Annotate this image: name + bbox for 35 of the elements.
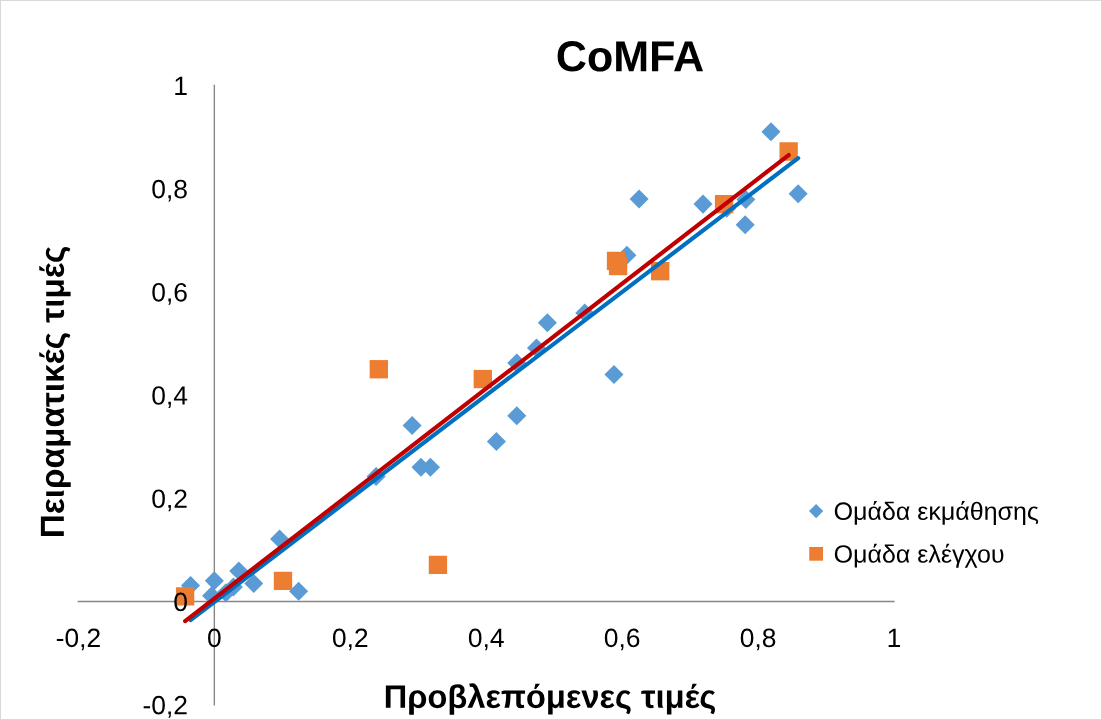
y-tick-label: 0,6	[152, 282, 187, 305]
y-tick-label: 0,2	[152, 489, 187, 512]
point	[369, 360, 388, 379]
x-tick-label: 0,8	[740, 628, 776, 651]
point	[428, 555, 448, 575]
point	[788, 184, 808, 204]
point	[608, 256, 628, 276]
x-tick-label: 0,2	[332, 628, 368, 651]
point	[289, 581, 309, 601]
point	[761, 122, 781, 142]
point	[735, 215, 755, 235]
x-tick-label: 0,6	[604, 628, 640, 651]
y-tick-label: 0,4	[152, 386, 188, 408]
y-axis-title: Πειραματικές τιμές	[39, 247, 71, 536]
y-tick-label: 1	[175, 76, 187, 95]
legend-label: Ομάδα ελέγχου	[834, 543, 1004, 568]
point	[693, 194, 713, 214]
x-tick-label: 1	[888, 628, 901, 647]
point	[402, 415, 422, 436]
point	[604, 364, 624, 384]
chart-title: CoMFA	[557, 41, 704, 72]
point	[273, 571, 293, 591]
x-tick-label: 0	[208, 628, 221, 648]
point	[507, 406, 527, 426]
point	[629, 189, 649, 209]
legend-label: Ομάδα εκμάθησης	[834, 500, 1039, 526]
y-tick-label: -0,2	[143, 695, 187, 718]
y-tick-label: 0,8	[152, 179, 187, 202]
point	[244, 573, 264, 593]
x-axis-title: Προβλεπόμενες τιμές	[385, 683, 716, 715]
point	[486, 431, 506, 452]
point	[537, 313, 557, 333]
x-tick-label: -0,2	[56, 628, 100, 651]
point	[204, 571, 224, 591]
x-tick-label: 0,4	[468, 628, 504, 651]
